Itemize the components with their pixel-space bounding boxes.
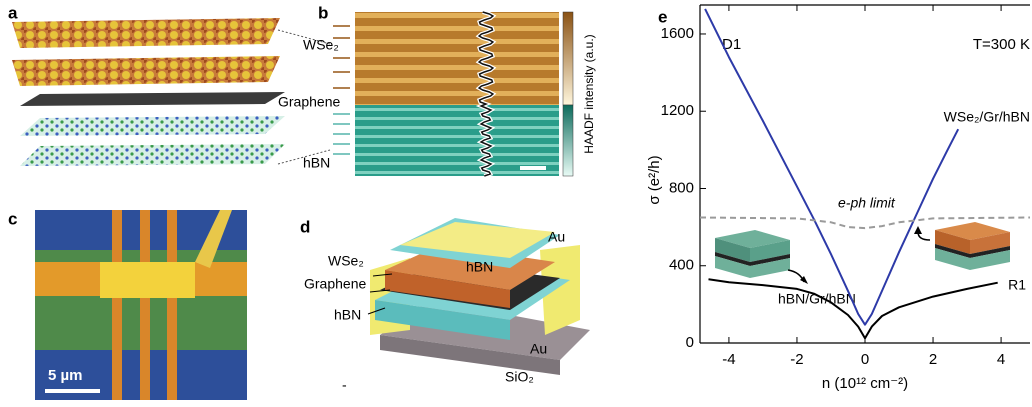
x-tick-label: -2 [790,351,803,368]
graphene-layer [20,92,285,106]
inset-stack [715,230,790,278]
layer-label: Graphene [278,94,340,110]
panel-label: a [8,3,18,22]
layer-ticks [333,26,350,88]
device-label: Au [530,341,547,357]
colorbar [563,105,573,176]
wse2-layer [12,18,280,48]
x-tick-label: -4 [722,351,735,368]
layer-label: WSe₂ [303,37,339,53]
y-tick-label: 1200 [661,102,694,119]
panel-label: b [318,3,328,22]
colorbar-label: HAADF intensity (a.u.) [582,34,596,153]
y-tick-label: 1600 [661,25,694,42]
device-label: hBN [334,307,361,323]
x-tick-label: 4 [997,351,1005,368]
y-tick-label: 0 [686,334,694,351]
device-label: Graphene [304,276,366,292]
scale-bar [520,166,546,170]
device-label: SiO₂ [505,369,534,385]
y-tick-label: 400 [669,257,694,274]
series-label: hBN/Gr/hBN [778,291,856,307]
panel-label: c [8,209,17,228]
series-label: WSe₂/Gr/hBN [944,109,1030,125]
panel-e: e D1 T=300 K R1 WSe₂/Gr/hBN hBN/Gr/hBN e… [646,7,1030,391]
device-label: hBN [466,259,493,275]
page: {"figure":{"panel_labels":["a","b","c","… [0,0,1032,402]
panel-c: c 5 µm [8,209,247,400]
colorbar [563,12,573,105]
electrode [112,210,177,400]
scale-bar [45,389,100,393]
panel-label: e [658,7,667,26]
hbn-layer [20,144,285,166]
hbn-layer [20,116,285,136]
panel-a: a WSe₂ Graphene hBN [8,3,340,170]
y-axis-label: σ (e²/h) [646,155,663,204]
inset-stack [935,222,1010,270]
channel [100,262,195,298]
scale-bar-label: 5 µm [48,367,83,384]
wse2-layer [12,56,280,86]
device-label: WSe₂ [328,253,364,269]
figure: a WSe₂ Graphene hBN b HAADF intensity (a… [0,0,1032,402]
layer-label: hBN [303,155,330,171]
annotation: T=300 K [973,36,1030,53]
data-line [709,279,998,338]
panel-label: d [300,217,310,236]
layer-ticks [333,114,350,154]
y-tick-label: 800 [669,179,694,196]
haadf-image [355,12,559,105]
annotation: R1 [1008,277,1026,293]
stray-mark: - [342,377,347,393]
data-line [705,9,958,325]
panel-d: d Au hBN WSe₂ Graphene hBN Au SiO₂ - [300,217,590,392]
arrow [914,226,922,234]
panel-b: b HAADF intensity (a.u.) [318,3,596,176]
haadf-image [355,105,559,176]
x-tick-label: 0 [861,351,869,368]
series-label: e-ph limit [838,195,896,211]
x-tick-label: 2 [929,351,937,368]
x-axis-label: n (10¹² cm⁻²) [822,375,908,392]
device-label: Au [548,229,565,245]
